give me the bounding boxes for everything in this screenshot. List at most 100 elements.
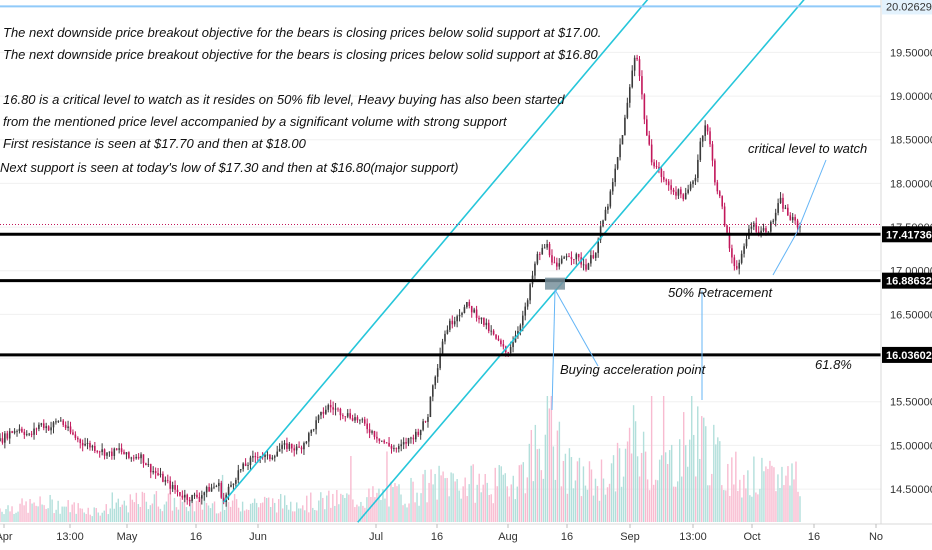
volume-bar <box>384 498 386 522</box>
volume-bar <box>89 514 91 522</box>
volume-bar <box>616 442 619 522</box>
candle-body <box>21 428 23 432</box>
candle-body <box>689 184 692 190</box>
candle-body <box>641 76 643 95</box>
candle-body <box>762 228 765 231</box>
candle-body <box>166 479 169 481</box>
volume-bar <box>672 486 675 522</box>
candle-body <box>463 307 466 314</box>
volume-bar <box>610 463 613 522</box>
volume-bar <box>392 487 394 522</box>
volume-bar <box>564 453 567 522</box>
volume-bar <box>322 497 324 522</box>
volume-bar <box>731 457 733 522</box>
candle-body <box>393 448 395 449</box>
volume-bar <box>763 471 765 522</box>
candle-body <box>611 182 614 192</box>
candle-body <box>293 448 296 451</box>
volume-bar <box>117 498 119 522</box>
volume-bar <box>271 498 274 522</box>
volume-bar <box>701 416 703 522</box>
volume-bar <box>9 511 11 522</box>
volume-bar <box>338 504 340 522</box>
volume-bar <box>161 511 164 522</box>
volume-bar <box>59 513 61 522</box>
volume-bar <box>257 507 260 522</box>
x-tick-label: May <box>117 531 138 543</box>
candle-body <box>77 437 79 440</box>
candle-body <box>300 447 303 450</box>
candle-body <box>256 457 259 458</box>
volume-bar <box>747 470 749 522</box>
candle-body <box>402 442 405 445</box>
volume-bar <box>416 492 418 522</box>
volume-bar <box>506 486 508 522</box>
volume-bar <box>304 510 306 522</box>
fifty-retracement-label: 50% Retracement <box>668 285 773 300</box>
volume-bar <box>45 508 47 522</box>
candle-body <box>162 473 164 482</box>
volume-bar <box>191 502 194 522</box>
candle-body <box>436 368 439 377</box>
candle-body <box>276 451 279 457</box>
volume-bar <box>115 502 117 522</box>
volume-bar <box>332 493 334 522</box>
volume-bar <box>558 421 561 522</box>
volume-bar <box>340 493 342 522</box>
volume-bar <box>424 469 426 522</box>
volume-bar <box>388 506 390 522</box>
y-tick-label: 15.50000 <box>890 397 932 409</box>
candle-body <box>466 302 468 308</box>
candle-body <box>521 315 524 326</box>
candle-body <box>497 338 500 341</box>
volume-bar <box>582 466 585 522</box>
candle-body <box>684 192 687 200</box>
candle-body <box>735 266 738 269</box>
volume-bar <box>658 459 661 522</box>
volume-bar <box>121 504 124 522</box>
volume-bar <box>294 511 296 522</box>
volume-bar <box>131 499 134 522</box>
volume-bar <box>344 498 346 522</box>
candle-body <box>570 256 573 260</box>
volume-bar <box>41 504 43 522</box>
candle-body <box>286 443 288 449</box>
volume-bar <box>113 508 115 522</box>
candle-body <box>235 479 237 484</box>
volume-bar <box>474 502 476 522</box>
volume-bar <box>380 500 382 522</box>
candle-body <box>626 102 629 118</box>
candle-body <box>64 424 67 428</box>
volume-bar <box>290 501 292 522</box>
candle-body <box>188 499 191 502</box>
candle-body <box>135 456 137 459</box>
volume-bar <box>594 478 597 522</box>
volume-bar <box>141 491 144 522</box>
volume-bar <box>201 509 204 522</box>
candle-body <box>290 443 293 449</box>
volume-bar <box>550 396 553 522</box>
volume-bar <box>703 417 705 522</box>
candle-body <box>757 231 760 234</box>
candle-body <box>174 485 176 490</box>
candle-body <box>346 413 349 417</box>
volume-bar <box>255 502 258 522</box>
volume-bar <box>360 501 362 522</box>
volume-bar <box>745 488 747 522</box>
candle-body <box>419 429 422 436</box>
candle-body <box>672 189 675 192</box>
volume-bar <box>169 492 172 522</box>
candle-body <box>415 431 417 440</box>
candle-body <box>79 439 82 444</box>
volume-bar <box>799 496 801 522</box>
candle-body <box>740 253 743 263</box>
volume-bar <box>284 495 286 522</box>
candle-body <box>298 446 300 448</box>
candle-body <box>711 144 714 161</box>
candle-body <box>427 417 429 422</box>
level-label-bg <box>882 272 932 289</box>
candle-body <box>779 197 782 204</box>
candle-body <box>441 341 444 354</box>
volume-bar <box>630 453 633 522</box>
candle-body <box>62 420 65 425</box>
